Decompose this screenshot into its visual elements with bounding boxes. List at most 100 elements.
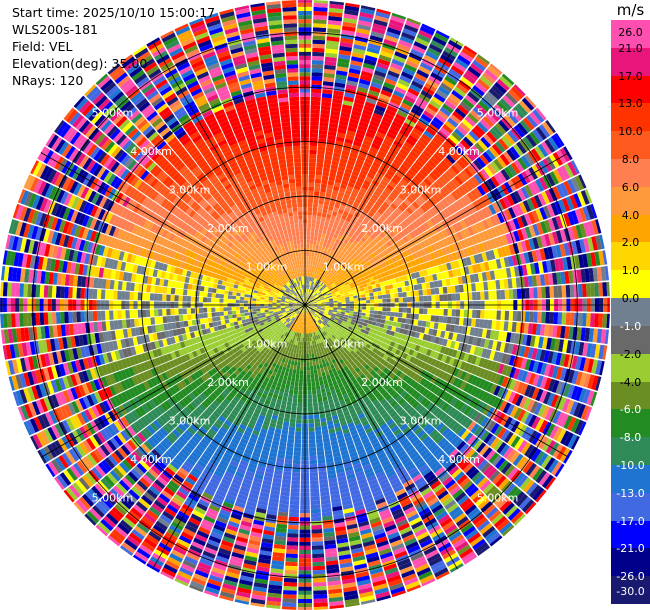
ray-gate bbox=[388, 128, 399, 136]
ray-gate bbox=[322, 259, 326, 265]
ray-gate bbox=[338, 187, 346, 194]
ray-gate bbox=[350, 60, 363, 67]
ray-gate bbox=[396, 282, 402, 288]
ray-gate bbox=[381, 85, 394, 94]
ray-gate bbox=[506, 194, 515, 206]
ray-gate bbox=[433, 215, 441, 224]
ray-gate bbox=[384, 208, 392, 216]
ray-gate bbox=[332, 98, 343, 105]
ray-gate bbox=[373, 314, 378, 319]
ray-gate bbox=[329, 3, 344, 10]
ray-gate bbox=[325, 301, 330, 304]
ray-gate bbox=[313, 410, 320, 415]
ray-gate bbox=[595, 235, 603, 250]
ray-gate bbox=[366, 255, 373, 261]
ray-gate bbox=[312, 361, 316, 366]
ray-gate bbox=[422, 314, 428, 321]
ray-gate bbox=[485, 149, 496, 161]
ray-gate bbox=[454, 107, 467, 119]
ray-gate bbox=[398, 292, 403, 298]
ray-gate bbox=[311, 516, 322, 522]
ray-gate bbox=[311, 512, 322, 518]
ray-gate bbox=[446, 137, 457, 148]
ray-gate bbox=[327, 239, 332, 245]
ray-gate bbox=[295, 377, 299, 383]
ray-gate bbox=[313, 273, 316, 278]
ray-gate bbox=[544, 189, 554, 203]
ray-gate bbox=[307, 207, 313, 212]
ray-gate bbox=[294, 443, 301, 448]
ray-gate bbox=[415, 308, 420, 314]
ray-gate bbox=[308, 427, 315, 432]
ray-gate bbox=[311, 382, 316, 387]
ray-gate bbox=[307, 272, 310, 277]
ray-gate bbox=[406, 184, 415, 193]
ray-gate bbox=[324, 221, 330, 227]
ray-gate bbox=[380, 286, 386, 291]
ray-gate bbox=[472, 309, 477, 318]
ray-gate bbox=[359, 147, 369, 154]
ray-gate bbox=[331, 106, 341, 113]
ray-gate bbox=[477, 121, 489, 133]
ray-gate bbox=[511, 255, 518, 266]
ray-gate bbox=[329, 299, 334, 302]
ray-gate bbox=[376, 8, 391, 15]
ray-gate bbox=[590, 252, 597, 267]
ray-gate bbox=[352, 251, 359, 258]
ray-gate bbox=[453, 260, 460, 269]
ray-gate bbox=[317, 266, 321, 271]
ray-gate bbox=[337, 249, 342, 255]
ray-gate bbox=[447, 309, 452, 317]
ray-gate bbox=[284, 371, 289, 377]
ray-gate bbox=[353, 295, 358, 299]
ray-gate bbox=[319, 295, 324, 298]
ray-gate bbox=[510, 162, 521, 175]
ray-gate bbox=[325, 306, 330, 309]
ray-gate bbox=[560, 271, 566, 285]
ray-gate bbox=[313, 236, 318, 241]
ray-gate bbox=[384, 198, 393, 206]
ray-gate bbox=[584, 268, 590, 283]
ray-gate bbox=[541, 191, 550, 205]
ray-gate bbox=[357, 20, 372, 27]
ray-gate bbox=[399, 148, 409, 157]
ray-gate bbox=[310, 285, 313, 290]
ray-gate bbox=[438, 315, 444, 323]
ray-gate bbox=[423, 177, 433, 187]
ray-gate bbox=[353, 231, 360, 237]
ray-gate bbox=[400, 163, 410, 172]
ray-gate bbox=[297, 357, 301, 362]
ray-gate bbox=[432, 259, 439, 267]
ray-gate bbox=[313, 191, 320, 196]
ray-gate bbox=[321, 246, 326, 251]
ray-gate bbox=[343, 13, 358, 20]
ray-gate bbox=[312, 573, 326, 579]
ray-gate bbox=[432, 116, 444, 127]
ray-gate bbox=[311, 353, 315, 358]
ray-gate bbox=[419, 249, 426, 257]
ray-gate bbox=[447, 167, 457, 178]
ray-gate bbox=[434, 133, 446, 144]
ray-gate bbox=[344, 9, 359, 16]
ray-gate bbox=[547, 246, 554, 259]
ray-gate bbox=[524, 288, 530, 299]
ray-gate bbox=[352, 106, 363, 113]
ray-gate bbox=[343, 171, 351, 178]
ray-gate bbox=[402, 250, 409, 258]
ray-gate bbox=[315, 257, 319, 262]
ray-gate bbox=[357, 233, 364, 240]
ray-gate bbox=[308, 294, 311, 298]
ray-gate bbox=[310, 272, 313, 278]
ray-gate bbox=[302, 337, 305, 342]
ray-gate bbox=[456, 125, 468, 136]
ray-gate bbox=[309, 476, 319, 481]
ray-gate bbox=[324, 298, 329, 301]
ray-gate bbox=[310, 504, 321, 510]
ray-gate bbox=[375, 154, 385, 162]
ray-gate bbox=[552, 186, 562, 200]
ray-gate bbox=[384, 172, 393, 181]
ray-gate bbox=[382, 116, 393, 125]
ray-gate bbox=[358, 224, 365, 231]
ray-gate bbox=[385, 275, 392, 281]
ray-gate bbox=[510, 108, 522, 122]
